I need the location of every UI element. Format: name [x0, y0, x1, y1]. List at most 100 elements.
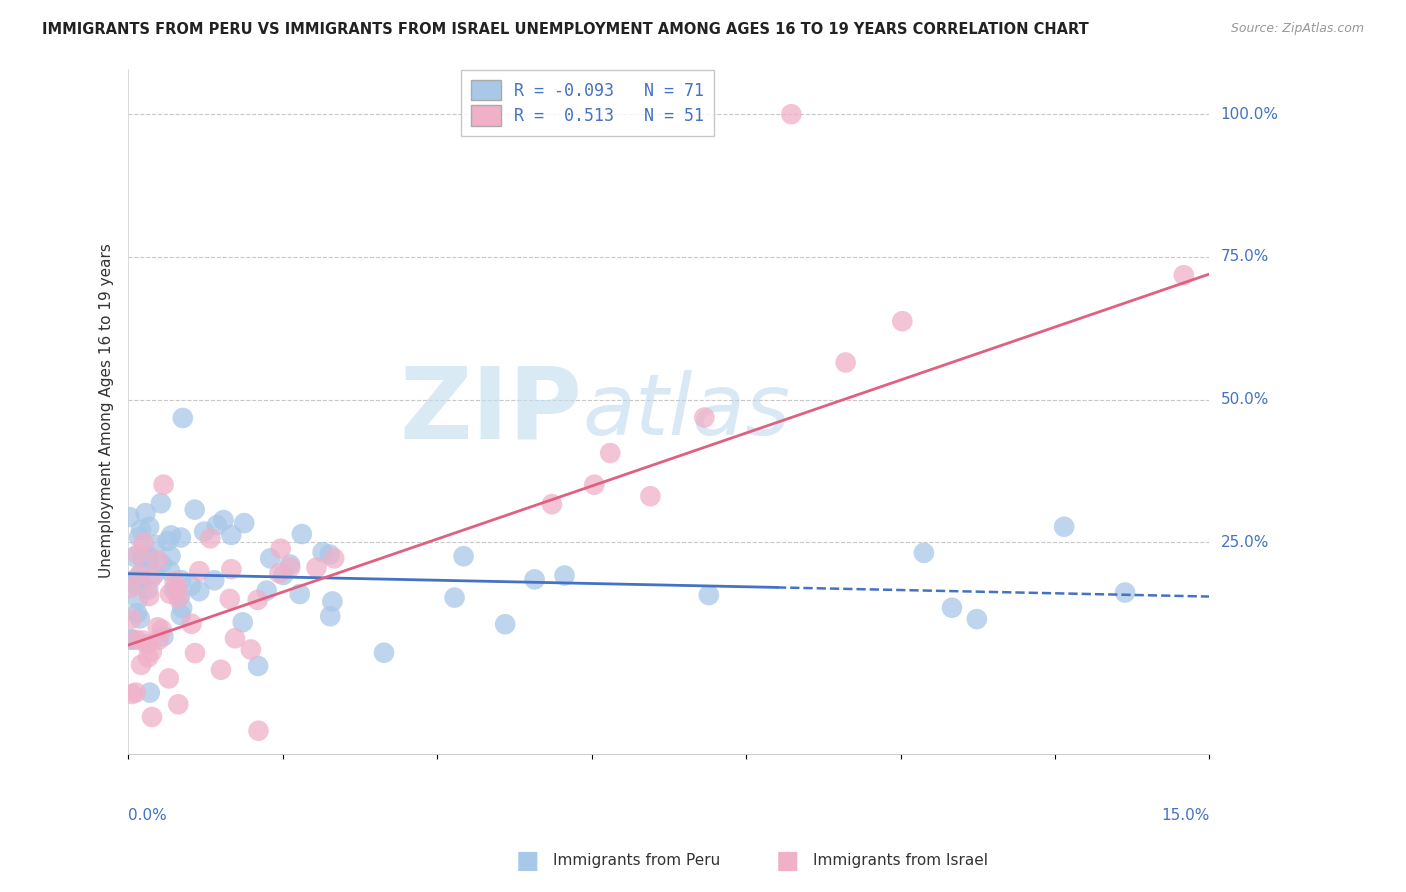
- Point: [136, 549, 159, 563]
- Point: [167, 698, 190, 712]
- Point: [129, 523, 152, 537]
- Point: [205, 518, 228, 533]
- Text: ■: ■: [516, 849, 538, 872]
- Point: [246, 592, 269, 607]
- Point: [131, 550, 153, 565]
- Point: [143, 567, 166, 582]
- Point: [373, 646, 395, 660]
- Point: [219, 528, 242, 542]
- Point: [125, 685, 148, 699]
- Point: [128, 530, 150, 544]
- Y-axis label: Unemployment Among Ages 16 to 19 years: Unemployment Among Ages 16 to 19 years: [100, 244, 114, 579]
- Point: [160, 528, 183, 542]
- Point: [128, 611, 150, 625]
- Point: [318, 548, 340, 562]
- Point: [129, 577, 152, 591]
- Point: [271, 568, 294, 582]
- Point: [138, 552, 160, 566]
- Point: [125, 578, 148, 592]
- Point: [541, 497, 564, 511]
- Point: [120, 581, 142, 595]
- Point: [166, 582, 188, 596]
- Point: [125, 606, 148, 620]
- Point: [143, 538, 166, 552]
- Point: [120, 575, 142, 590]
- Point: [159, 549, 181, 563]
- Point: [136, 582, 159, 597]
- Point: [278, 558, 301, 572]
- Point: [172, 601, 194, 615]
- Point: [966, 612, 988, 626]
- Point: [152, 629, 174, 643]
- Point: [288, 587, 311, 601]
- Point: [170, 531, 193, 545]
- Point: [125, 632, 148, 647]
- Point: [291, 527, 314, 541]
- Point: [170, 608, 193, 623]
- Point: [583, 477, 606, 491]
- Point: [256, 583, 278, 598]
- Point: [156, 533, 179, 548]
- Point: [149, 496, 172, 510]
- Point: [138, 589, 160, 603]
- Point: [941, 600, 963, 615]
- Point: [697, 588, 720, 602]
- Point: [132, 633, 155, 648]
- Point: [136, 650, 159, 665]
- Point: [150, 623, 173, 637]
- Point: [233, 516, 256, 530]
- Point: [121, 574, 143, 588]
- Point: [202, 574, 225, 588]
- Point: [494, 617, 516, 632]
- Point: [170, 573, 193, 587]
- Point: [152, 477, 174, 491]
- Text: 0.0%: 0.0%: [128, 808, 167, 823]
- Point: [159, 564, 181, 578]
- Point: [139, 685, 162, 699]
- Point: [259, 551, 281, 566]
- Point: [188, 564, 211, 578]
- Point: [121, 687, 143, 701]
- Point: [122, 549, 145, 564]
- Point: [188, 584, 211, 599]
- Point: [1173, 268, 1195, 283]
- Point: [212, 513, 235, 527]
- Point: [120, 632, 142, 647]
- Point: [121, 632, 143, 647]
- Point: [1114, 585, 1136, 599]
- Point: [278, 560, 301, 574]
- Point: [523, 573, 546, 587]
- Point: [554, 568, 576, 582]
- Text: 75.0%: 75.0%: [1220, 250, 1268, 264]
- Text: 25.0%: 25.0%: [1220, 535, 1268, 549]
- Point: [269, 566, 291, 581]
- Point: [247, 723, 270, 738]
- Point: [159, 586, 181, 600]
- Point: [146, 620, 169, 634]
- Point: [127, 592, 149, 607]
- Text: Source: ZipAtlas.com: Source: ZipAtlas.com: [1230, 22, 1364, 36]
- Point: [134, 506, 156, 520]
- Point: [180, 616, 202, 631]
- Point: [135, 637, 157, 651]
- Point: [305, 560, 328, 574]
- Text: ■: ■: [776, 849, 799, 872]
- Point: [150, 557, 173, 571]
- Point: [127, 574, 149, 588]
- Point: [1053, 520, 1076, 534]
- Text: ZIP: ZIP: [399, 362, 582, 459]
- Point: [321, 594, 343, 608]
- Point: [323, 551, 346, 566]
- Point: [148, 632, 170, 647]
- Text: Immigrants from Israel: Immigrants from Israel: [813, 854, 987, 868]
- Point: [127, 547, 149, 561]
- Point: [184, 646, 207, 660]
- Point: [129, 567, 152, 582]
- Point: [209, 663, 232, 677]
- Point: [129, 567, 152, 582]
- Point: [319, 609, 342, 624]
- Point: [172, 411, 194, 425]
- Point: [311, 545, 333, 559]
- Point: [118, 510, 141, 524]
- Point: [834, 355, 856, 369]
